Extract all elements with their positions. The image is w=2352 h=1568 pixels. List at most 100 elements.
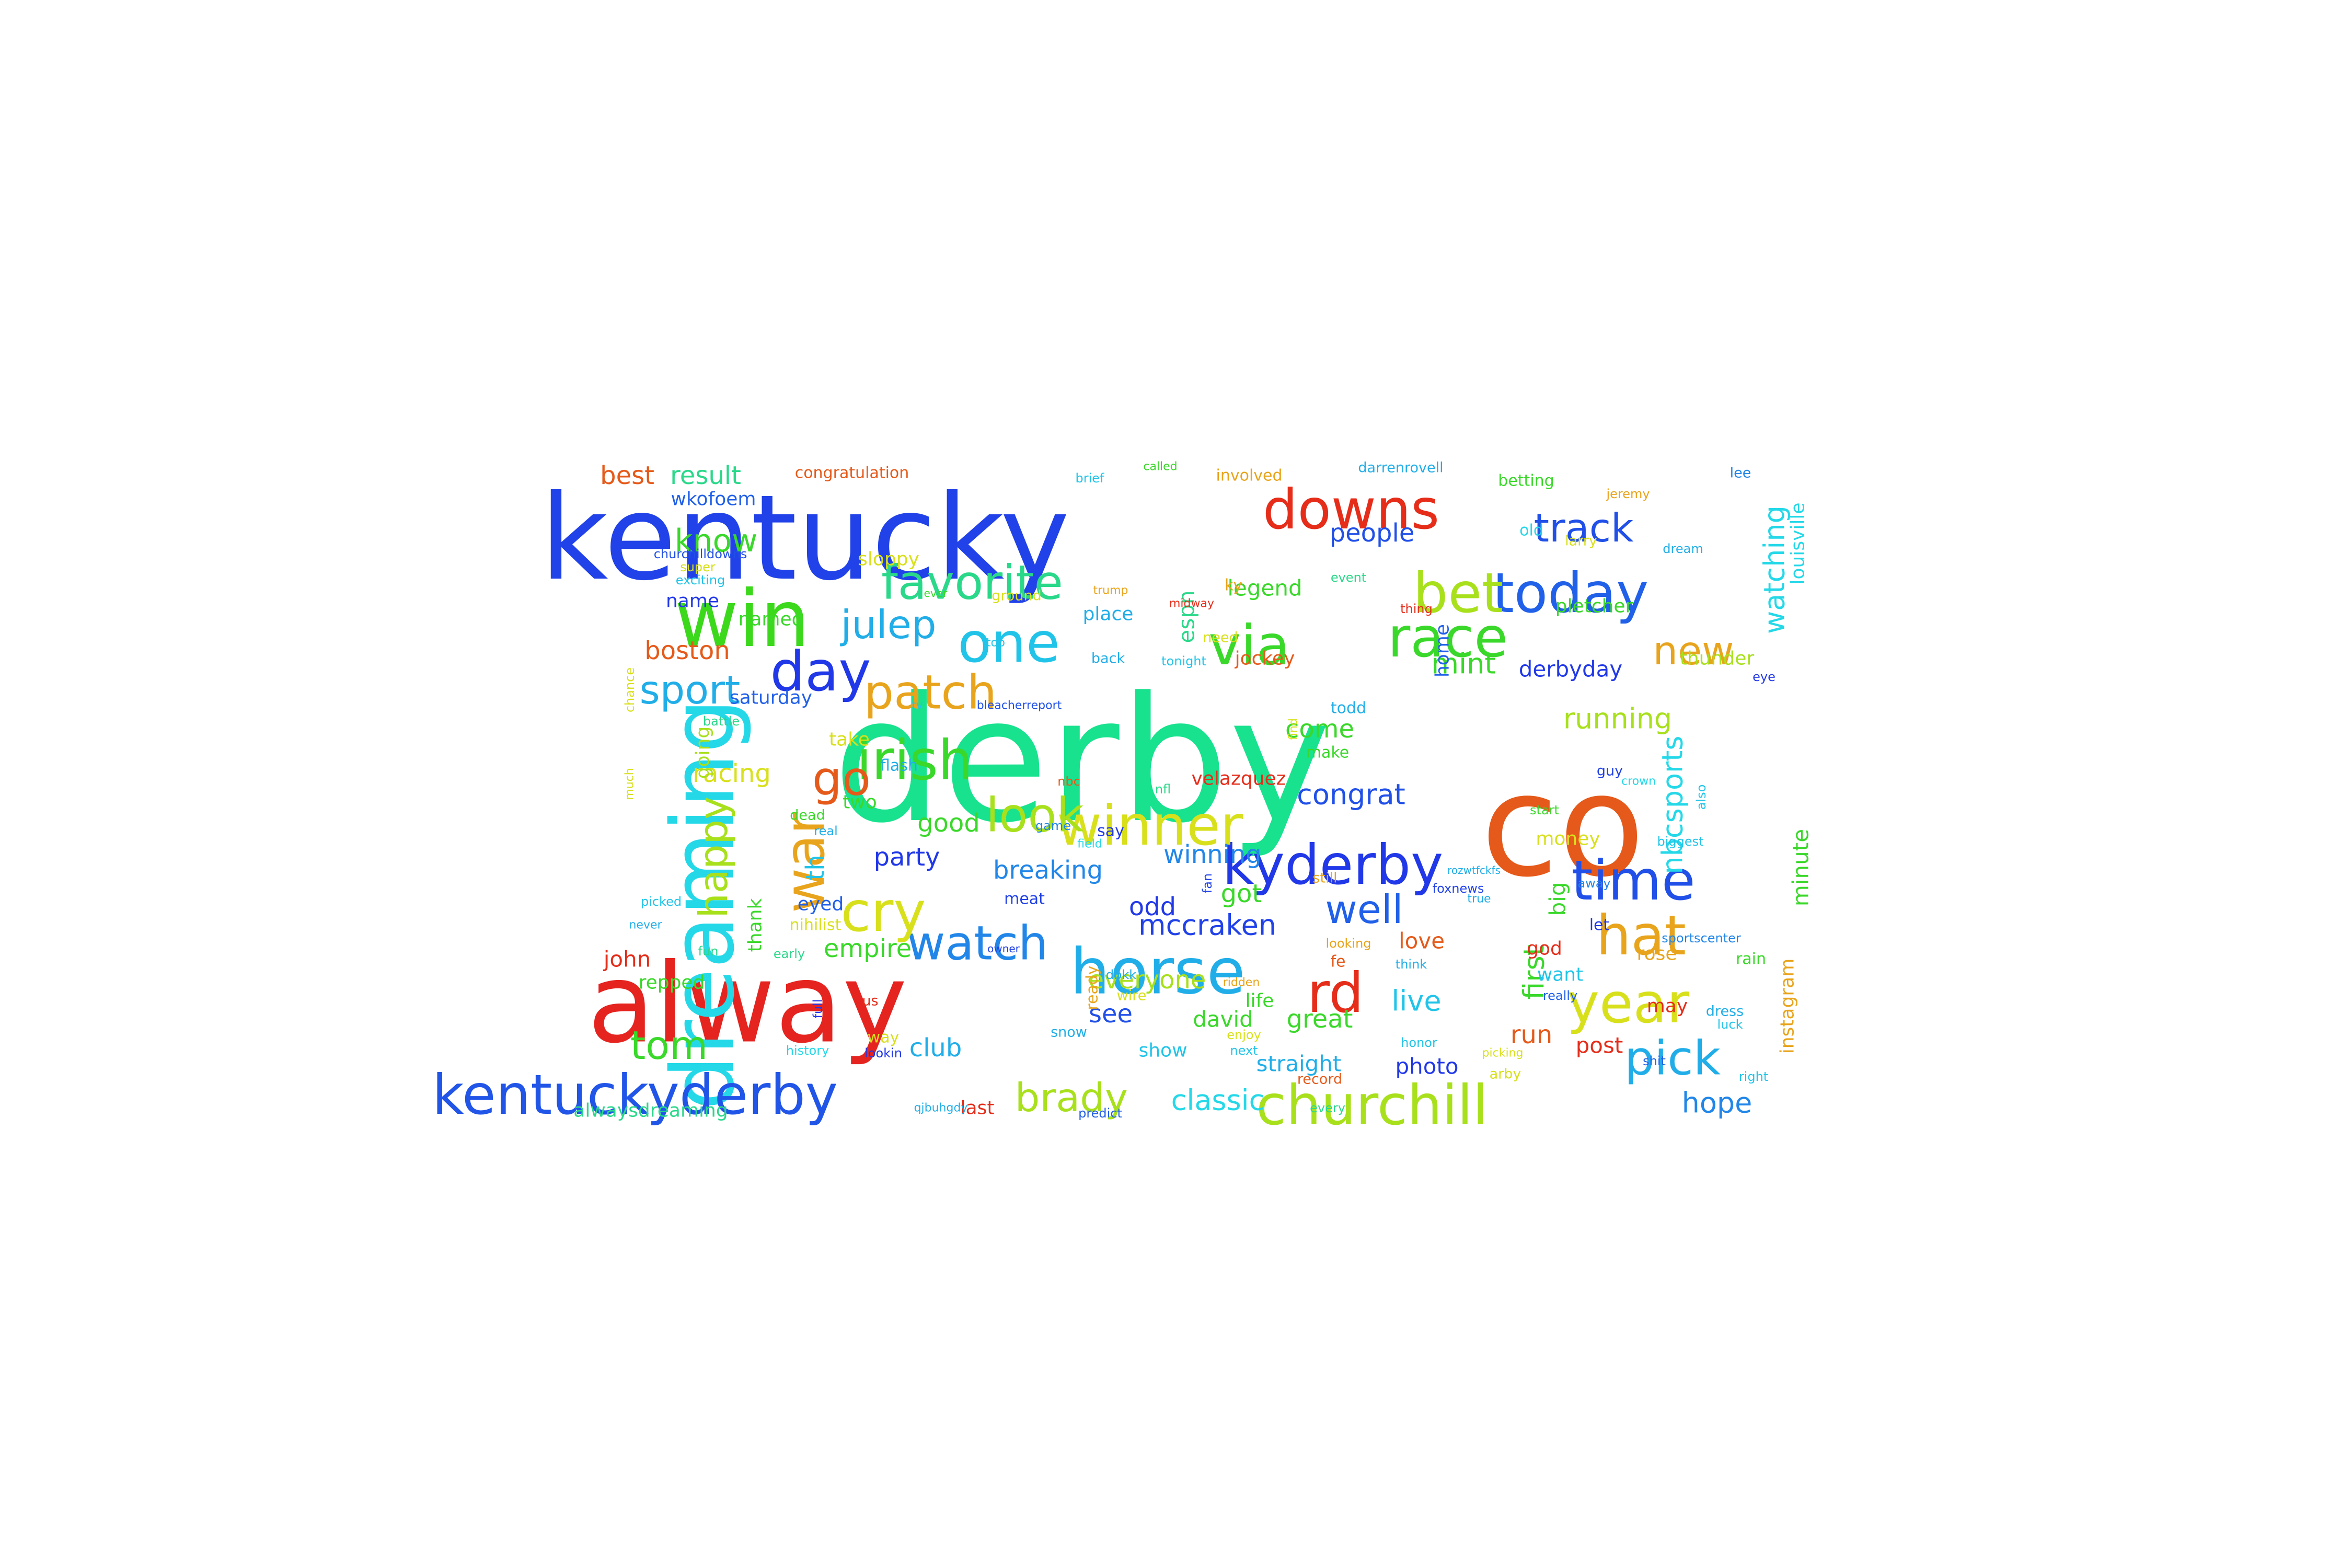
word-winning: winning	[1163, 840, 1262, 869]
word-sportscenter: sportscenter	[1662, 931, 1741, 946]
word-minute: minute	[1788, 829, 1814, 906]
word-alwaysdreaming: alwaysdreaming	[573, 1100, 728, 1122]
word-irish: irish	[857, 729, 973, 792]
word-want: want	[1537, 964, 1583, 986]
word-looking: looking	[1325, 936, 1371, 951]
word-post: post	[1576, 1033, 1623, 1058]
word-thing: thing	[1400, 602, 1433, 616]
word-live: live	[1391, 985, 1441, 1018]
word-co: co	[1481, 744, 1645, 908]
word-chance: chance	[622, 667, 637, 712]
word-mccraken: mccraken	[1138, 909, 1276, 942]
word-fan: fan	[1200, 873, 1215, 893]
word-event: event	[1331, 570, 1366, 585]
word-exciting: exciting	[676, 573, 725, 587]
word-john: john	[603, 947, 651, 972]
word-jockey: jockey	[1235, 648, 1295, 670]
word-home: home	[1432, 624, 1454, 677]
word-tonight: tonight	[1161, 654, 1206, 668]
word-crown: crown	[1621, 775, 1656, 788]
word-name: name	[666, 591, 719, 612]
word-best: best	[600, 461, 654, 490]
word-boston: boston	[644, 636, 730, 665]
word-dead: dead	[790, 808, 825, 824]
word-honor: honor	[1401, 1035, 1437, 1050]
word-sloppy: sloppy	[858, 549, 919, 570]
word-picking: picking	[1482, 1047, 1524, 1060]
word-enjoy: enjoy	[1227, 1028, 1261, 1042]
word-big: big	[1545, 882, 1571, 916]
word-repped: repped	[639, 972, 705, 994]
word-named: named	[739, 609, 804, 630]
word-well: well	[1325, 886, 1403, 932]
word-game: game	[1035, 818, 1071, 833]
word-velazquez: velazquez	[1191, 768, 1286, 790]
word-true: true	[1467, 893, 1491, 906]
word-lee: lee	[1730, 465, 1751, 481]
word-thank: thank	[745, 898, 766, 952]
word-photo: photo	[1395, 1054, 1458, 1079]
word-tom: tom	[630, 1022, 708, 1068]
word-predict: predict	[1078, 1106, 1122, 1121]
word-horse: horse	[1070, 936, 1245, 1009]
word-us: us	[862, 993, 878, 1009]
word-say: say	[1097, 822, 1124, 840]
word-rozwtfckfs: rozwtfckfs	[1447, 864, 1501, 877]
word-larry: larry	[1565, 533, 1597, 549]
word-people: people	[1330, 518, 1415, 548]
word-going: going	[693, 727, 714, 779]
word-qjbuhgdy: qjbuhgdy	[914, 1102, 968, 1115]
word-place: place	[1083, 604, 1134, 625]
word-foxnews: foxnews	[1433, 881, 1484, 896]
word-really: really	[1543, 988, 1577, 1003]
word-never: never	[629, 919, 662, 932]
word-today: today	[1493, 561, 1649, 625]
word-snow: snow	[1051, 1024, 1087, 1041]
word-full: full	[811, 999, 825, 1019]
word-rain: rain	[1736, 950, 1766, 969]
word-nbc: nbc	[1057, 774, 1080, 789]
word-new: new	[1653, 628, 1734, 674]
word-lookin: lookin	[864, 1046, 902, 1060]
word-flash: flash	[880, 757, 918, 775]
word-got: got	[1221, 879, 1262, 908]
word-cry: cry	[840, 880, 926, 944]
word-kyderby: kyderby	[1223, 833, 1443, 897]
word-julep: julep	[840, 602, 937, 648]
word-life: life	[1246, 990, 1274, 1012]
word-winner: winner	[1057, 794, 1243, 858]
word-sport: sport	[640, 667, 741, 713]
word-day: day	[770, 640, 871, 704]
word-time: time	[1571, 849, 1695, 913]
word-classic: classic	[1171, 1084, 1265, 1117]
word-arby: arby	[1490, 1066, 1521, 1082]
word-may: may	[1647, 996, 1688, 1017]
word-run: run	[1511, 1020, 1553, 1050]
word-look: look	[986, 788, 1083, 843]
word-ky: ky	[1225, 577, 1242, 595]
word-instagram: instagram	[1777, 959, 1798, 1054]
word-david: david	[1193, 1007, 1253, 1032]
word-know: know	[675, 523, 758, 559]
word-shit: shit	[1643, 1054, 1666, 1068]
word-kentuckyderby: kentuckyderby	[432, 1063, 838, 1127]
word-dbkk: dbkk	[1106, 967, 1136, 982]
word-go: go	[812, 752, 871, 806]
word-straight: straight	[1256, 1051, 1342, 1077]
word-nbcsports: nbcsports	[1656, 735, 1689, 874]
word-two: two	[843, 792, 877, 813]
cloud-words: derby alway kentucky co win dreamingkentuckyd…	[432, 460, 1814, 1138]
word-eye: eye	[1753, 670, 1775, 684]
word-everyone: everyone	[1089, 965, 1206, 995]
word-alway: alway	[587, 940, 907, 1068]
word-see: see	[1089, 999, 1133, 1029]
word-derbyday: derbyday	[1519, 656, 1623, 682]
word-congratulation: congratulation	[795, 464, 909, 482]
word-congrat: congrat	[1297, 778, 1405, 811]
word-legend: legend	[1227, 575, 1302, 601]
word-start: start	[1530, 803, 1559, 817]
word-kentucky: kentucky	[540, 470, 1069, 607]
word-come: come	[1285, 714, 1354, 744]
word-racing: racing	[693, 759, 771, 788]
